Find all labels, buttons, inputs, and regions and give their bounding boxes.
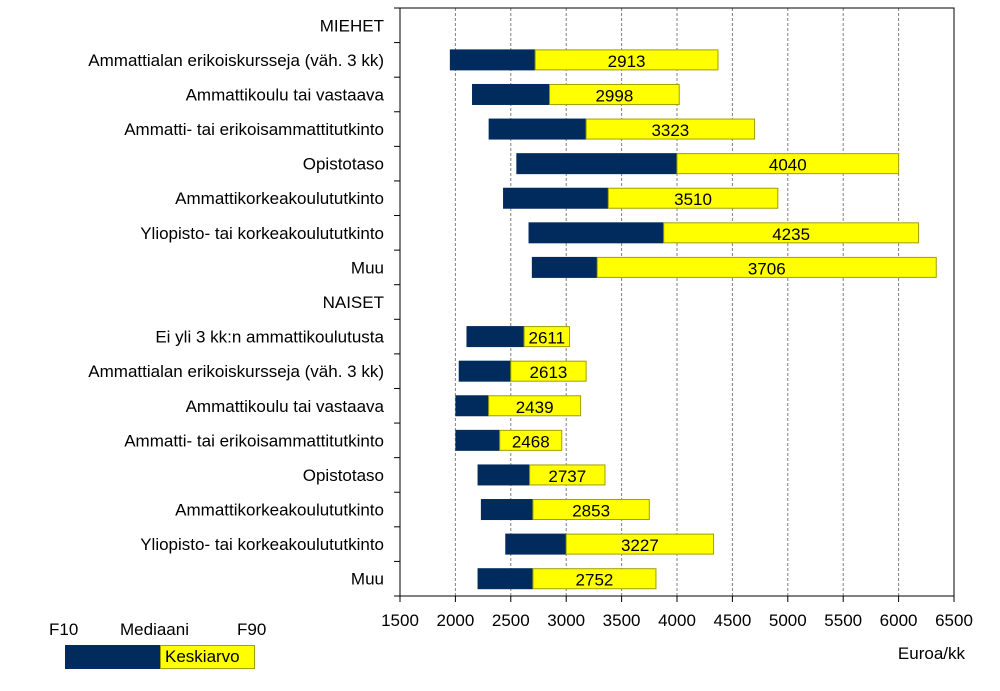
mean-data-label: 3227 bbox=[621, 536, 659, 555]
mean-data-label: 3323 bbox=[651, 121, 689, 140]
category-label: Ammattikoulu tai vastaava bbox=[186, 85, 385, 104]
category-label: Opistotaso bbox=[303, 155, 384, 174]
x-tick-label: 5500 bbox=[824, 611, 862, 630]
bar-median-f90 bbox=[529, 464, 606, 486]
category-label: Ammattialan erikoiskursseja (väh. 3 kk) bbox=[88, 51, 384, 70]
bar-f10-median bbox=[488, 118, 587, 140]
mean-data-label: 4235 bbox=[772, 225, 810, 244]
legend-f10-median-swatch bbox=[65, 645, 160, 669]
bar-f10-median bbox=[503, 187, 609, 209]
bar-median-f90 bbox=[565, 533, 715, 555]
category-label: Muu bbox=[351, 258, 384, 277]
mean-data-label: 2737 bbox=[548, 467, 586, 486]
category-label: Ammattialan erikoiskursseja (väh. 3 kk) bbox=[88, 362, 384, 381]
category-label: Muu bbox=[351, 570, 384, 589]
mean-data-label: 2913 bbox=[608, 52, 646, 71]
bar-median-f90 bbox=[596, 256, 937, 278]
bar-f10-median bbox=[458, 360, 511, 382]
category-label: Ammattikoulu tai vastaava bbox=[186, 397, 385, 416]
bar-f10-median bbox=[455, 395, 489, 417]
category-label: Ei yli 3 kk:n ammattikoulutusta bbox=[155, 328, 384, 347]
bar-f10-median bbox=[516, 153, 677, 175]
x-tick-label: 6000 bbox=[880, 611, 918, 630]
x-tick-label: 3000 bbox=[547, 611, 585, 630]
bar-median-f90 bbox=[488, 395, 582, 417]
bar-median-f90 bbox=[532, 499, 650, 521]
bar-median-f90 bbox=[676, 153, 900, 175]
x-tick-label: 6500 bbox=[935, 611, 973, 630]
bar-median-f90 bbox=[549, 83, 680, 105]
mean-data-label: 3706 bbox=[748, 259, 786, 278]
mean-data-label: 2752 bbox=[576, 571, 614, 590]
category-label: Ammattikorkeakoulututkinto bbox=[175, 189, 384, 208]
category-label: NAISET bbox=[323, 293, 384, 312]
bar-median-f90 bbox=[523, 326, 571, 348]
x-tick-label: 1500 bbox=[381, 611, 419, 630]
mean-data-label: 2613 bbox=[530, 363, 568, 382]
x-tick-label: 3500 bbox=[603, 611, 641, 630]
category-label: Ammatti- tai erikoisammattitutkinto bbox=[124, 431, 384, 450]
legend-median-label: Mediaani bbox=[120, 620, 189, 639]
bar-median-f90 bbox=[585, 118, 756, 140]
x-tick-label: 2000 bbox=[436, 611, 474, 630]
bar-f10-median bbox=[472, 83, 550, 105]
x-tick-label: 4000 bbox=[658, 611, 696, 630]
bar-f10-median bbox=[477, 568, 533, 590]
legend-mean-label: Keskiarvo bbox=[165, 647, 240, 666]
x-axis-title: Euroa/kk bbox=[898, 644, 966, 663]
x-tick-label: 5000 bbox=[769, 611, 807, 630]
category-label: Ammattikorkeakoulututkinto bbox=[175, 501, 384, 520]
bar-median-f90 bbox=[532, 568, 657, 590]
category-label: MIEHET bbox=[320, 16, 384, 35]
bar-f10-median bbox=[531, 256, 598, 278]
x-tick-label: 4500 bbox=[713, 611, 751, 630]
bar-f10-median bbox=[455, 429, 500, 451]
category-label: Opistotaso bbox=[303, 466, 384, 485]
legend-f90-label: F90 bbox=[237, 620, 267, 639]
bar-f10-median bbox=[477, 464, 530, 486]
category-label: Ammatti- tai erikoisammattitutkinto bbox=[124, 120, 384, 139]
x-tick-label: 2500 bbox=[492, 611, 530, 630]
bar-f10-median bbox=[505, 533, 567, 555]
legend-median-f90-swatch bbox=[160, 645, 255, 669]
bar-f10-median bbox=[480, 499, 533, 521]
mean-data-label: 2439 bbox=[516, 398, 554, 417]
bar-f10-median bbox=[449, 49, 536, 71]
category-label: Yliopisto- tai korkeakoulututkinto bbox=[140, 224, 384, 243]
bar-median-f90 bbox=[607, 187, 779, 209]
bar-median-f90 bbox=[534, 49, 719, 71]
category-label: Yliopisto- tai korkeakoulututkinto bbox=[140, 535, 384, 554]
bar-median-f90 bbox=[510, 360, 587, 382]
bar-f10-median bbox=[528, 222, 664, 244]
mean-data-label: 2853 bbox=[572, 502, 610, 521]
mean-data-label: 2468 bbox=[512, 432, 550, 451]
bar-median-f90 bbox=[663, 222, 920, 244]
mean-data-label: 3510 bbox=[674, 190, 712, 209]
mean-data-label: 2998 bbox=[595, 86, 633, 105]
bar-median-f90 bbox=[499, 429, 563, 451]
mean-data-label: 4040 bbox=[769, 156, 807, 175]
bar-f10-median bbox=[466, 326, 525, 348]
legend-f10-label: F10 bbox=[49, 620, 79, 639]
mean-data-label: 2611 bbox=[529, 329, 566, 348]
